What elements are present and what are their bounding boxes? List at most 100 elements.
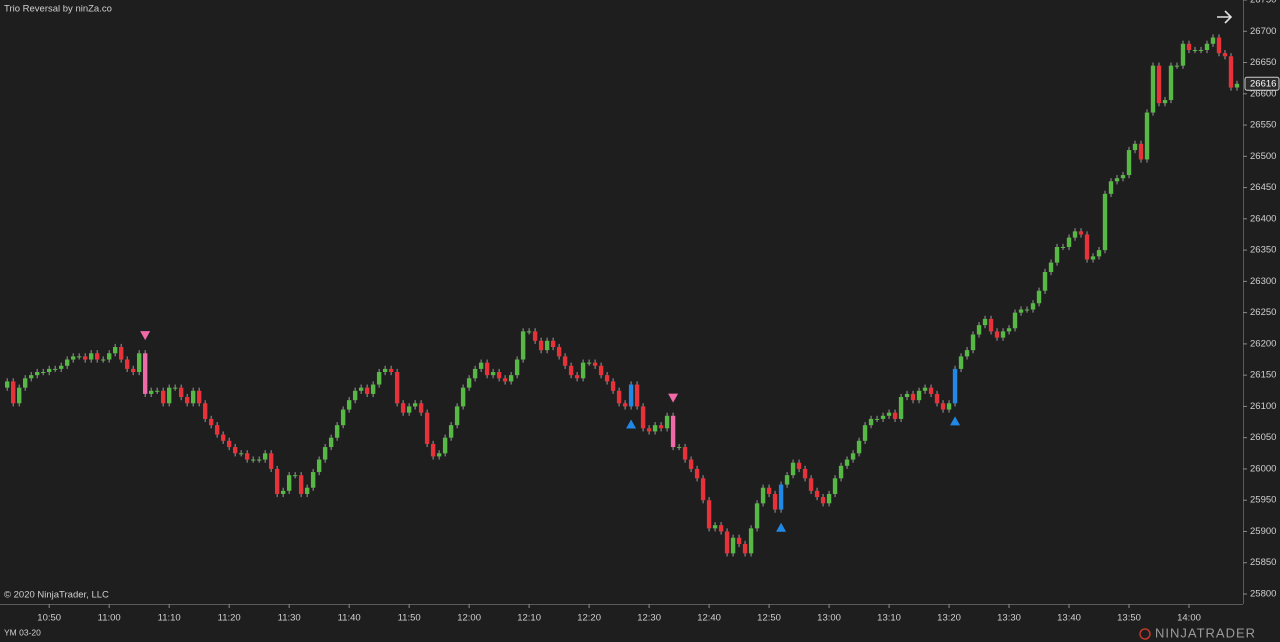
x-tick-label: 11:40 (338, 613, 361, 624)
candle-body (718, 525, 724, 532)
candle-body (958, 356, 964, 369)
candle-body (130, 368, 136, 373)
candle-body (1096, 250, 1102, 257)
candle-body (202, 403, 208, 419)
candle-body (160, 390, 166, 404)
y-tick-label: 26300 (1250, 276, 1276, 287)
candle-body (1210, 37, 1216, 44)
candle-body (460, 387, 466, 407)
candle-body (544, 340, 550, 351)
x-tick-label: 11:50 (398, 613, 421, 624)
candle-body (34, 372, 40, 376)
candle-body (526, 331, 532, 333)
candle-body (934, 393, 940, 404)
candle-body (670, 415, 676, 448)
candle-body (346, 400, 352, 410)
x-tick-label: 12:30 (637, 613, 661, 624)
candle-body (640, 406, 646, 429)
candle-body (64, 359, 70, 366)
last-price-tag (1244, 76, 1280, 91)
candle-body (148, 390, 154, 394)
candle-body (976, 325, 982, 335)
y-tick-label: 26600 (1250, 88, 1276, 99)
candle-body (358, 387, 364, 391)
candle-body (70, 356, 76, 360)
candle-body (508, 375, 514, 382)
candle-body (862, 425, 868, 441)
candle-body (922, 387, 928, 391)
candle-body (748, 528, 754, 554)
candle-body (352, 390, 358, 401)
candle-body (868, 418, 874, 426)
candle-body (682, 447, 688, 460)
candle-body (490, 372, 496, 376)
logo-icon (1139, 628, 1151, 640)
candle-body (226, 440, 232, 448)
x-tick-label: 13:50 (1117, 613, 1141, 624)
candle-body (1060, 246, 1066, 248)
candle-body (826, 493, 832, 504)
candle-body (442, 437, 448, 454)
candle-body (556, 347, 562, 357)
x-tick-label: 10:50 (37, 613, 61, 624)
candle-body (730, 537, 736, 554)
signal-marker (626, 419, 637, 429)
scroll-arrow[interactable] (1217, 10, 1233, 24)
signal-marker (776, 522, 787, 532)
candle-body (1204, 43, 1210, 51)
candle-body (388, 368, 394, 373)
candle-body (880, 415, 886, 419)
signal-marker (668, 393, 679, 403)
candle-body (172, 387, 178, 389)
candle-body (1138, 143, 1144, 160)
candle-body (874, 418, 880, 420)
candle-body (1102, 193, 1108, 251)
candle-body (1066, 237, 1072, 247)
candle-body (244, 453, 250, 460)
candle-body (22, 378, 28, 388)
candle-body (838, 465, 844, 479)
candle-body (1144, 112, 1150, 160)
y-tick-label: 26350 (1250, 245, 1276, 256)
candle-body (40, 372, 46, 374)
y-tick-label: 25950 (1250, 495, 1276, 506)
candle-body (586, 362, 592, 364)
candle-body (406, 406, 412, 413)
candle-body (658, 425, 664, 429)
candle-body (910, 393, 916, 401)
candle-body (616, 390, 622, 404)
candle-body (310, 472, 316, 488)
candle-body (82, 356, 88, 360)
candle-body (454, 406, 460, 426)
candle-body (436, 453, 442, 457)
candle-body (190, 390, 196, 404)
candle-body (850, 453, 856, 460)
candle-body (814, 490, 820, 498)
candle-body (1042, 271, 1048, 291)
candle-body (112, 347, 118, 354)
candle-body (1108, 181, 1114, 194)
candle-body (382, 368, 388, 373)
candle-body (502, 378, 508, 382)
candle-body (1180, 43, 1186, 66)
candle-body (520, 331, 526, 360)
candle-body (784, 475, 790, 485)
y-tick-label: 26150 (1250, 370, 1276, 381)
x-tick-label: 13:10 (877, 613, 901, 624)
candle-body (1024, 309, 1030, 311)
x-tick-label: 13:40 (1057, 613, 1081, 624)
candle-body (472, 368, 478, 379)
candle-body (796, 462, 802, 469)
candle-body (256, 459, 262, 461)
candle-body (412, 403, 418, 407)
candle-body (4, 381, 10, 388)
candle-body (1030, 303, 1036, 310)
candle-body (532, 331, 538, 341)
candle-body (16, 387, 22, 404)
y-tick-label: 26200 (1250, 338, 1276, 349)
x-tick-label: 11:30 (278, 613, 301, 624)
candle-body (634, 384, 640, 407)
candle-body (1150, 65, 1156, 113)
